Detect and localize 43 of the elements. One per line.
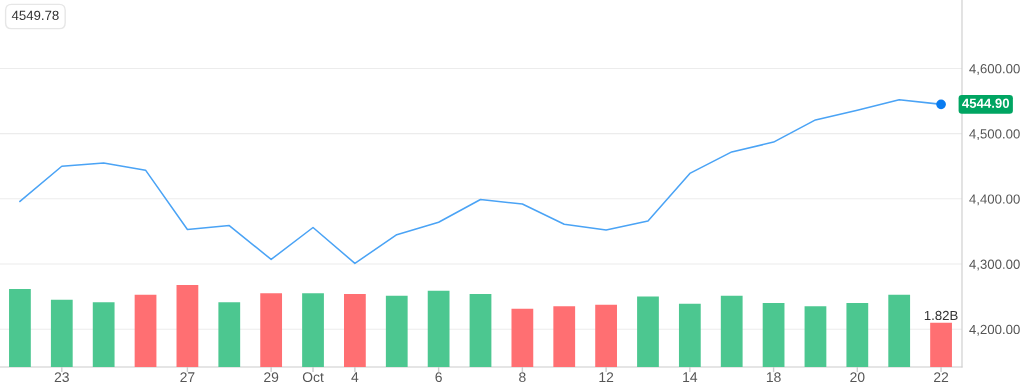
x-tick-label: 4 [351,372,359,382]
bar [218,302,241,367]
bar [930,322,952,367]
bar [846,303,869,367]
bar [176,285,199,367]
bar [637,296,659,367]
y-tick-label: 4,200.00 [969,324,1020,336]
bar [134,294,157,367]
bar [888,294,911,367]
x-tick-label: 14 [683,372,698,382]
bar [260,293,283,367]
x-tick-label: 27 [180,372,195,382]
annotation: 4544.90 [962,98,1010,108]
bar [720,295,743,367]
y-tick-label: 4,600.00 [969,64,1020,75]
bar [553,306,576,367]
x-tick-label: 12 [599,372,614,382]
bar [344,294,366,367]
x-tick-label: 18 [766,372,781,383]
x-tick-label: 22 [934,372,949,382]
bar [511,308,534,367]
bar [595,304,617,367]
y-tick-label: 4,400.00 [969,194,1020,206]
x-tick-label: 6 [435,372,442,383]
x-tick-label: Oct [302,372,324,383]
bar [9,289,31,367]
x-tick-label: 23 [54,372,69,383]
x-tick-label: 29 [264,372,279,383]
bar [427,290,450,367]
bar [678,303,701,367]
bar [385,295,408,367]
bar [762,303,785,367]
x-tick-label: 8 [519,372,526,383]
annotation: 1.82B [924,310,958,321]
bar [469,294,492,367]
y-tick-label: 4,500.00 [969,129,1020,141]
y-tick-label: 4,300.00 [969,259,1020,271]
annotation: 4549.78 [11,10,59,21]
bar [302,293,324,367]
bar [92,302,115,367]
x-tick-label: 20 [850,372,865,383]
bar [50,299,73,367]
bar [804,306,827,367]
